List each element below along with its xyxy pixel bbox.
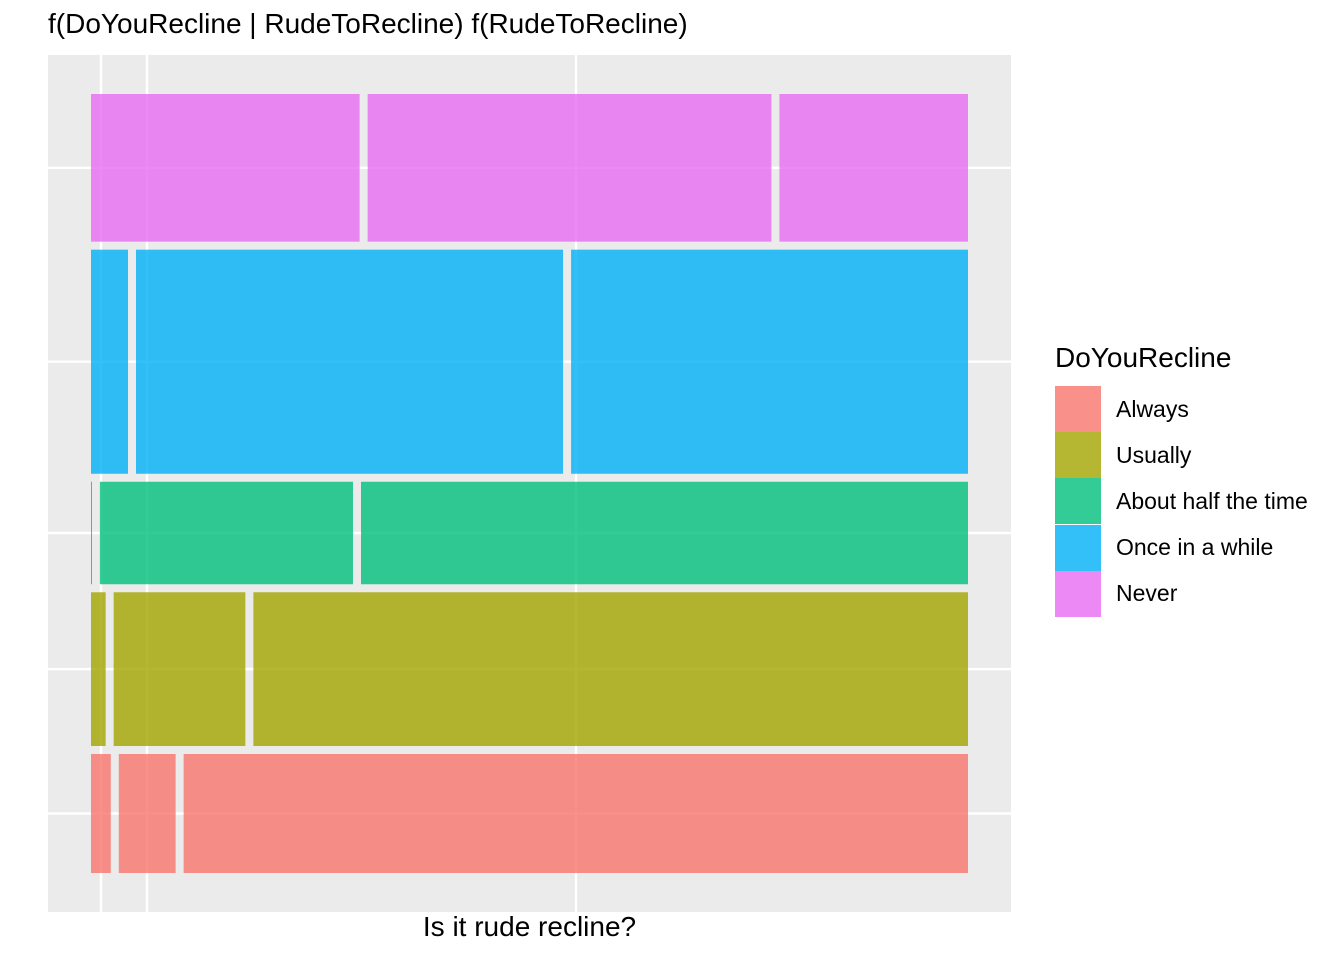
legend-key-never xyxy=(1055,570,1101,617)
legend-key-always xyxy=(1055,386,1101,433)
legend-item-never: Never xyxy=(1055,570,1308,617)
tile-never-3 xyxy=(779,94,968,242)
tile-never-1 xyxy=(91,94,360,242)
legend: DoYouRecline Always Usually About half the… xyxy=(1055,342,1308,617)
legend-item-usually: Usually xyxy=(1055,432,1308,479)
tile-usually-3 xyxy=(253,592,968,747)
chart-title: f(DoYouRecline | RudeToRecline) f(RudeTo… xyxy=(48,8,688,39)
tile-usually-1 xyxy=(91,592,106,747)
legend-label: Usually xyxy=(1116,441,1192,468)
mosaic-tiles xyxy=(91,94,968,873)
legend-item-always: Always xyxy=(1055,386,1308,433)
tile-always-2 xyxy=(118,754,176,873)
legend-items: Always Usually About half the time Once in … xyxy=(1055,386,1308,617)
legend-key-usually xyxy=(1055,432,1101,479)
tile-once-in-a-while-1 xyxy=(91,249,129,474)
legend-title: DoYouRecline xyxy=(1055,342,1232,373)
tile-usually-2 xyxy=(113,592,246,747)
x-axis-title: Is it rude recline? xyxy=(422,911,637,942)
tile-about-half-the-time-3 xyxy=(360,481,968,585)
tile-about-half-the-time-1 xyxy=(91,481,92,585)
tile-once-in-a-while-2 xyxy=(136,249,564,474)
legend-label: Once in a while xyxy=(1116,534,1274,561)
legend-item-once-in-a-while: Once in a while xyxy=(1055,524,1308,571)
tile-always-3 xyxy=(183,754,968,873)
legend-key-once-in-a-while xyxy=(1055,524,1101,571)
legend-label: Never xyxy=(1116,580,1178,607)
legend-key-about-half-the-time xyxy=(1055,478,1101,525)
legend-item-about-half-the-time: About half the time xyxy=(1055,478,1308,525)
tile-always-1 xyxy=(91,754,111,873)
tile-once-in-a-while-3 xyxy=(571,249,968,474)
tile-about-half-the-time-2 xyxy=(99,481,353,585)
legend-label: Always xyxy=(1116,395,1189,422)
tile-never-2 xyxy=(367,94,772,242)
legend-label: About half the time xyxy=(1116,487,1308,514)
